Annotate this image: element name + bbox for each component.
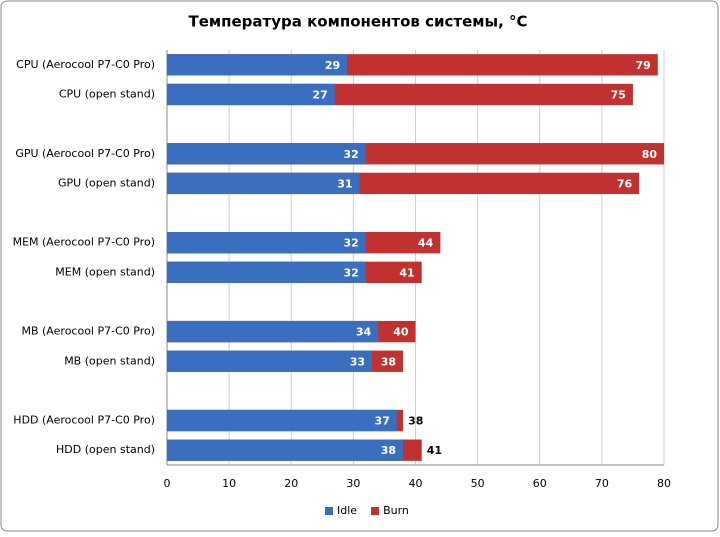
data-label: 75	[611, 88, 626, 101]
y-tick-label: MEM (Aerocool P7-C0 Pro)	[13, 236, 155, 249]
data-label: 32	[343, 266, 358, 279]
bar	[167, 83, 335, 106]
x-tick-label: 10	[222, 477, 236, 490]
data-label: 33	[350, 355, 365, 368]
data-label: 34	[356, 326, 372, 339]
y-tick-label: MEM (open stand)	[55, 265, 155, 278]
x-tick-label: 70	[595, 477, 609, 490]
data-label: 38	[408, 415, 423, 428]
data-label: 38	[381, 444, 396, 457]
legend-label: Idle	[337, 504, 357, 517]
chart-title: Температура компонентов системы, °C	[188, 13, 527, 31]
y-tick-label: MB (Aerocool P7-C0 Pro)	[21, 325, 155, 338]
bar	[167, 439, 404, 461]
data-label: 38	[381, 355, 396, 368]
y-tick-label: HDD (Aerocool P7-C0 Pro)	[13, 414, 155, 427]
x-tick-label: 40	[409, 477, 423, 490]
bar	[167, 172, 360, 195]
y-tick-label: GPU (open stand)	[58, 176, 155, 189]
y-tick-label: HDD (open stand)	[56, 443, 155, 456]
data-label: 80	[642, 148, 658, 161]
data-label: 44	[418, 237, 434, 250]
bar	[167, 261, 366, 283]
data-label: 29	[325, 59, 340, 72]
data-label: 32	[343, 237, 358, 250]
x-tick-label: 50	[471, 477, 485, 490]
y-tick-label: CPU (open stand)	[59, 87, 155, 100]
x-tick-label: 0	[164, 477, 171, 490]
data-label: 31	[337, 177, 352, 190]
y-tick-label: CPU (Aerocool P7-C0 Pro)	[16, 58, 155, 71]
data-label: 41	[427, 444, 442, 457]
legend-swatch	[325, 507, 333, 515]
bar	[167, 232, 366, 254]
x-tick-label: 20	[284, 477, 298, 490]
bar	[167, 54, 348, 76]
data-label: 37	[375, 415, 390, 428]
data-label: 79	[635, 59, 650, 72]
y-tick-label: GPU (Aerocool P7-C0 Pro)	[15, 147, 155, 160]
y-tick-label: MB (open stand)	[64, 354, 155, 367]
legend-swatch	[371, 507, 380, 515]
x-tick-label: 60	[533, 477, 547, 490]
legend-label: Burn	[383, 504, 409, 517]
data-label: 41	[399, 266, 414, 279]
x-tick-label: 80	[657, 477, 671, 490]
bar	[167, 143, 366, 165]
bar	[167, 350, 373, 372]
bar	[167, 320, 379, 343]
x-tick-label: 30	[346, 477, 360, 490]
data-label: 76	[617, 177, 633, 190]
bar	[167, 409, 397, 432]
data-label: 40	[393, 326, 409, 339]
data-label: 32	[343, 148, 358, 161]
data-label: 27	[312, 88, 327, 101]
